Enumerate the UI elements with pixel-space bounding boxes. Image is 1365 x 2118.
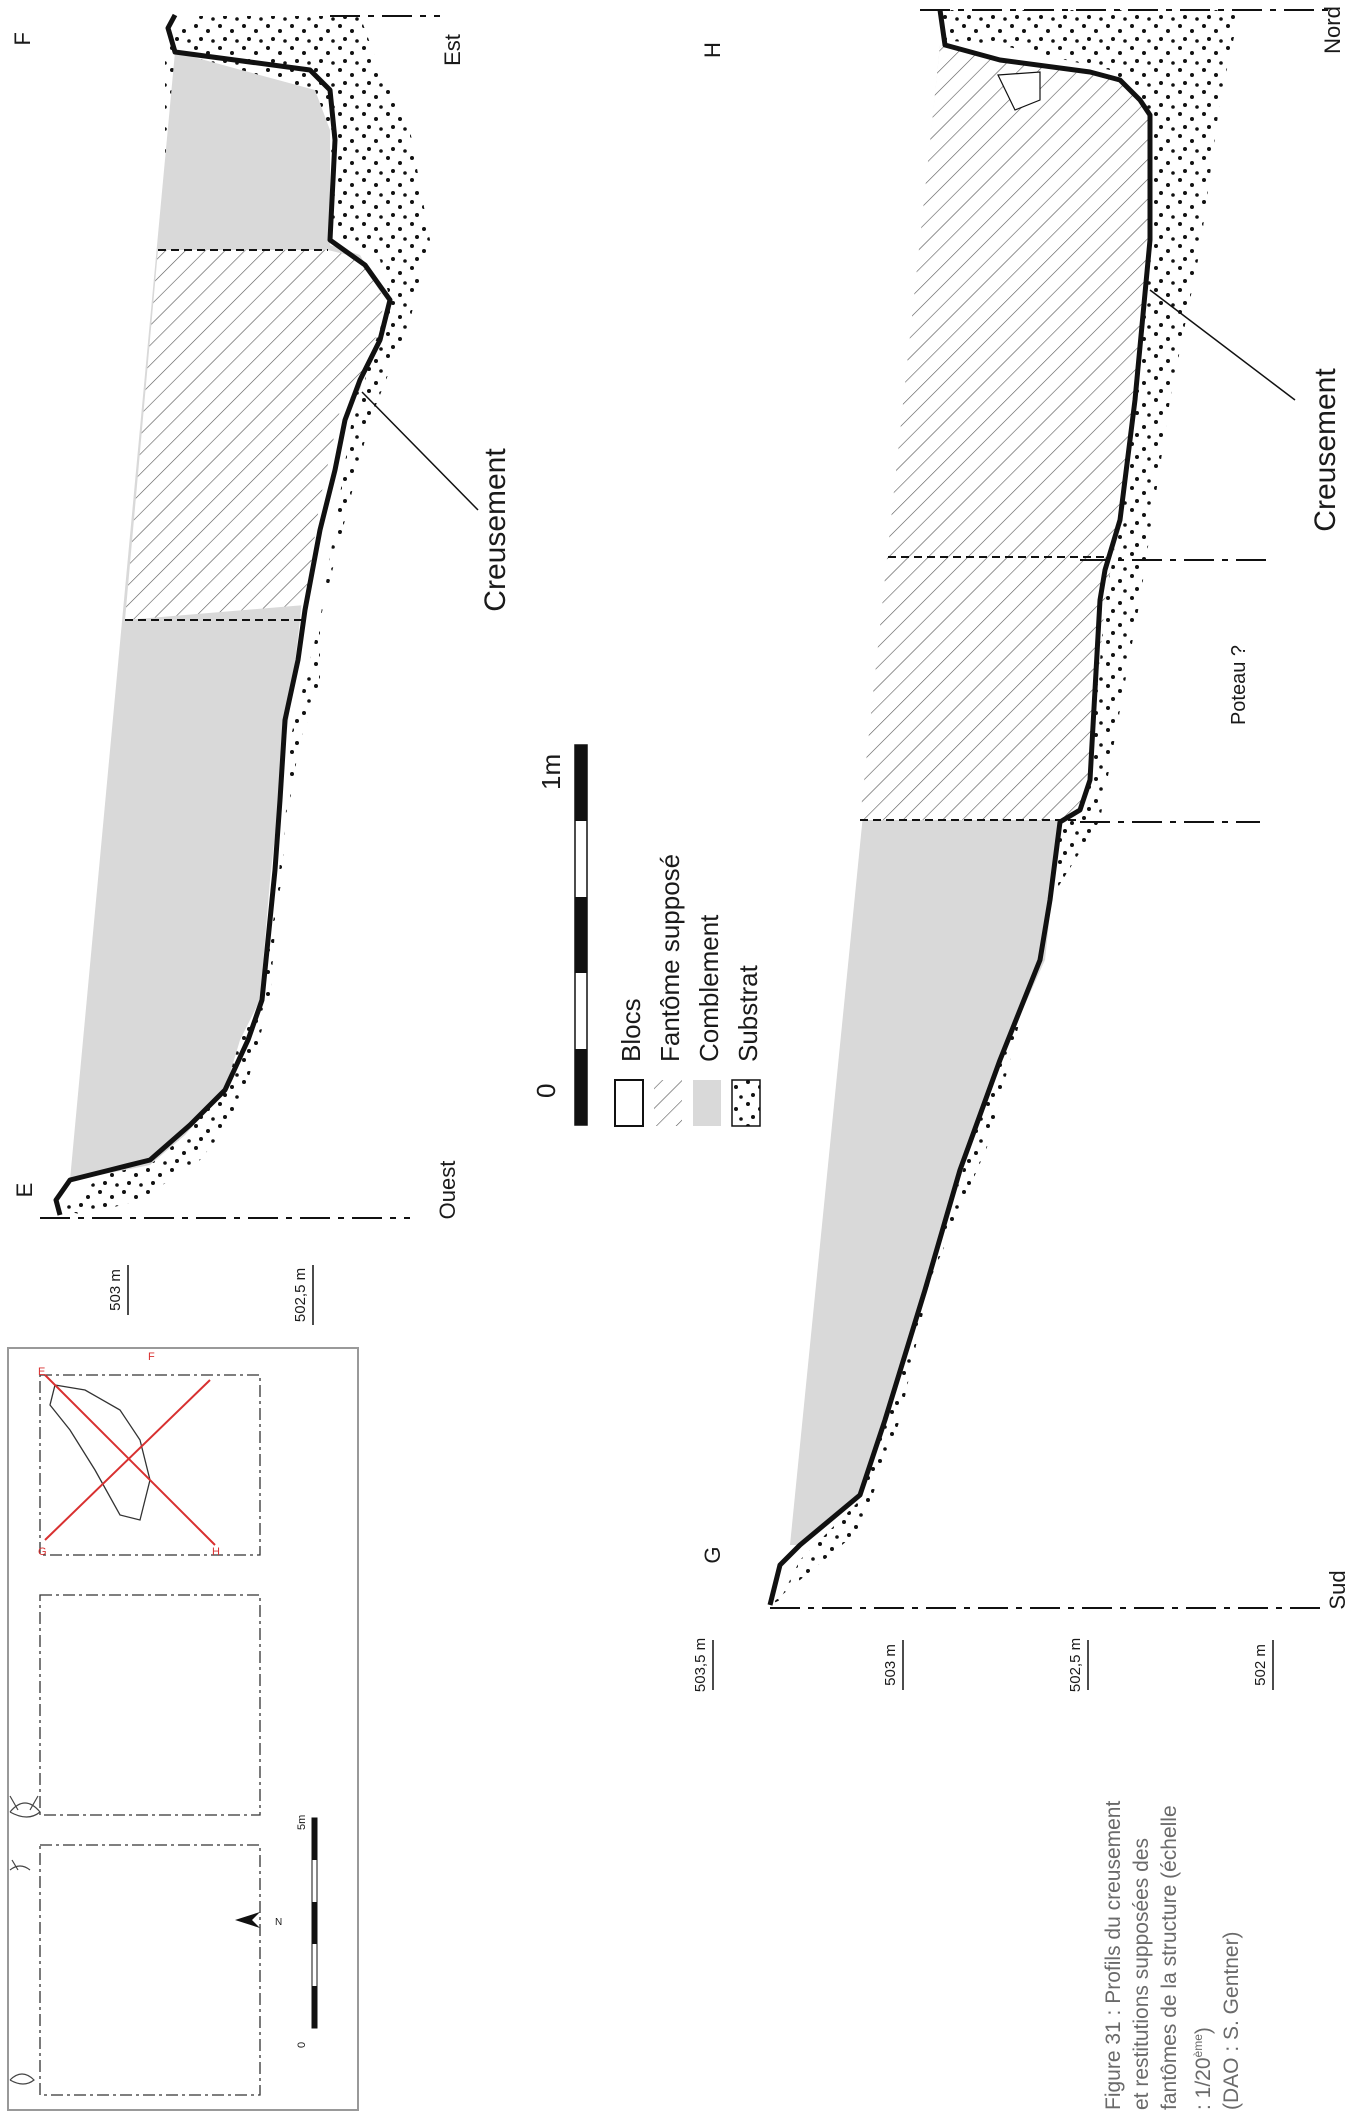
caption-line-5: (DAO : S. Gentner)	[1220, 1931, 1243, 2110]
map-point-h: H	[212, 1546, 220, 1558]
gh-north-label: Nord	[1320, 6, 1345, 54]
map-point-f: F	[148, 1351, 155, 1363]
gh-creusement-line	[767, 9, 1153, 1606]
map-north-label: N	[275, 1917, 282, 1928]
caption-scale-suffix: )	[1192, 2027, 1215, 2035]
profile-ef: F Est E Ouest Creusement 503 m 502,5 m	[10, 13, 512, 1325]
legend-label-fantome: Fantôme supposé	[655, 854, 685, 1062]
legend-label-comblement: Comblement	[694, 914, 724, 1062]
tree-icon	[9, 2073, 35, 2085]
gh-alt-503: 503 m	[882, 1644, 899, 1686]
legend-label-substrat: Substrat	[733, 964, 763, 1062]
gh-blocs	[997, 71, 1041, 111]
gh-start-label: G	[700, 1546, 725, 1563]
gh-substrat	[770, 10, 1240, 1605]
gh-alt-502: 502 m	[1252, 1644, 1269, 1686]
profile-gh: H Nord G Sud Creusement Poteau ? 503,5 m…	[692, 6, 1350, 1692]
ef-start-label: E	[12, 1183, 37, 1198]
gh-creusement-label: Creusement	[1309, 368, 1342, 532]
ef-fantome	[125, 250, 385, 620]
ef-end-label: F	[10, 32, 35, 45]
ef-alt-5025: 502,5 m	[292, 1268, 309, 1322]
legend-swatch-fantome	[654, 1080, 682, 1126]
map-scale-end: 5m	[296, 1815, 308, 1830]
ef-alt-503: 503 m	[107, 1269, 124, 1311]
caption-scale-sup: ème	[1191, 2034, 1205, 2058]
figure-caption: Figure 31 : Profils du creusement et res…	[1100, 1110, 1246, 2110]
ef-creusement-label: Creusement	[479, 448, 512, 612]
gh-alt-5035: 503,5 m	[692, 1638, 709, 1692]
gh-alt-5025: 502,5 m	[1067, 1638, 1084, 1692]
scale-bar: 0 1m	[531, 744, 588, 1126]
legend-swatch-substrat	[731, 1079, 761, 1127]
gh-fantome	[860, 45, 1150, 820]
gh-poteau-label: Poteau ?	[1228, 645, 1250, 725]
north-arrow-icon	[235, 1912, 260, 1928]
gh-end-label: H	[700, 42, 725, 58]
tree-icon	[9, 1795, 41, 1818]
ef-substrat	[60, 16, 430, 1215]
map-profile-ef	[44, 1374, 216, 1546]
legend-swatch-blocs	[614, 1079, 644, 1127]
location-map: E F G H N 0 5m	[7, 1347, 359, 2111]
map-point-g: G	[38, 1546, 47, 1558]
caption-scale-prefix: : 1/20	[1192, 2057, 1215, 2110]
caption-line-2: et restitutions supposées des	[1130, 1838, 1153, 2110]
ef-west-label: Ouest	[435, 1161, 460, 1220]
caption-line-1: Figure 31 : Profils du creusement	[1102, 1800, 1125, 2110]
ef-east-label: Est	[440, 34, 465, 66]
caption-line-4: : 1/20ème)	[1184, 1110, 1218, 2110]
gh-south-label: Sud	[1325, 1570, 1350, 1609]
ef-creusement-line	[53, 13, 393, 1216]
map-scale-start: 0	[296, 2042, 308, 2048]
tree-icon	[9, 1859, 31, 1871]
caption-line-3: fantômes de la structure (échelle	[1158, 1805, 1181, 2110]
map-point-e: E	[38, 1366, 45, 1378]
scale-start-label: 0	[531, 1084, 561, 1098]
legend-swatch-comblement	[693, 1080, 721, 1126]
map-structure-outline	[49, 1384, 151, 1521]
legend: Blocs Fantôme supposé Comblement Substra…	[614, 854, 763, 1127]
map-profile-gh	[44, 1379, 211, 1541]
legend-label-blocs: Blocs	[616, 998, 646, 1062]
scale-end-label: 1m	[536, 754, 566, 790]
